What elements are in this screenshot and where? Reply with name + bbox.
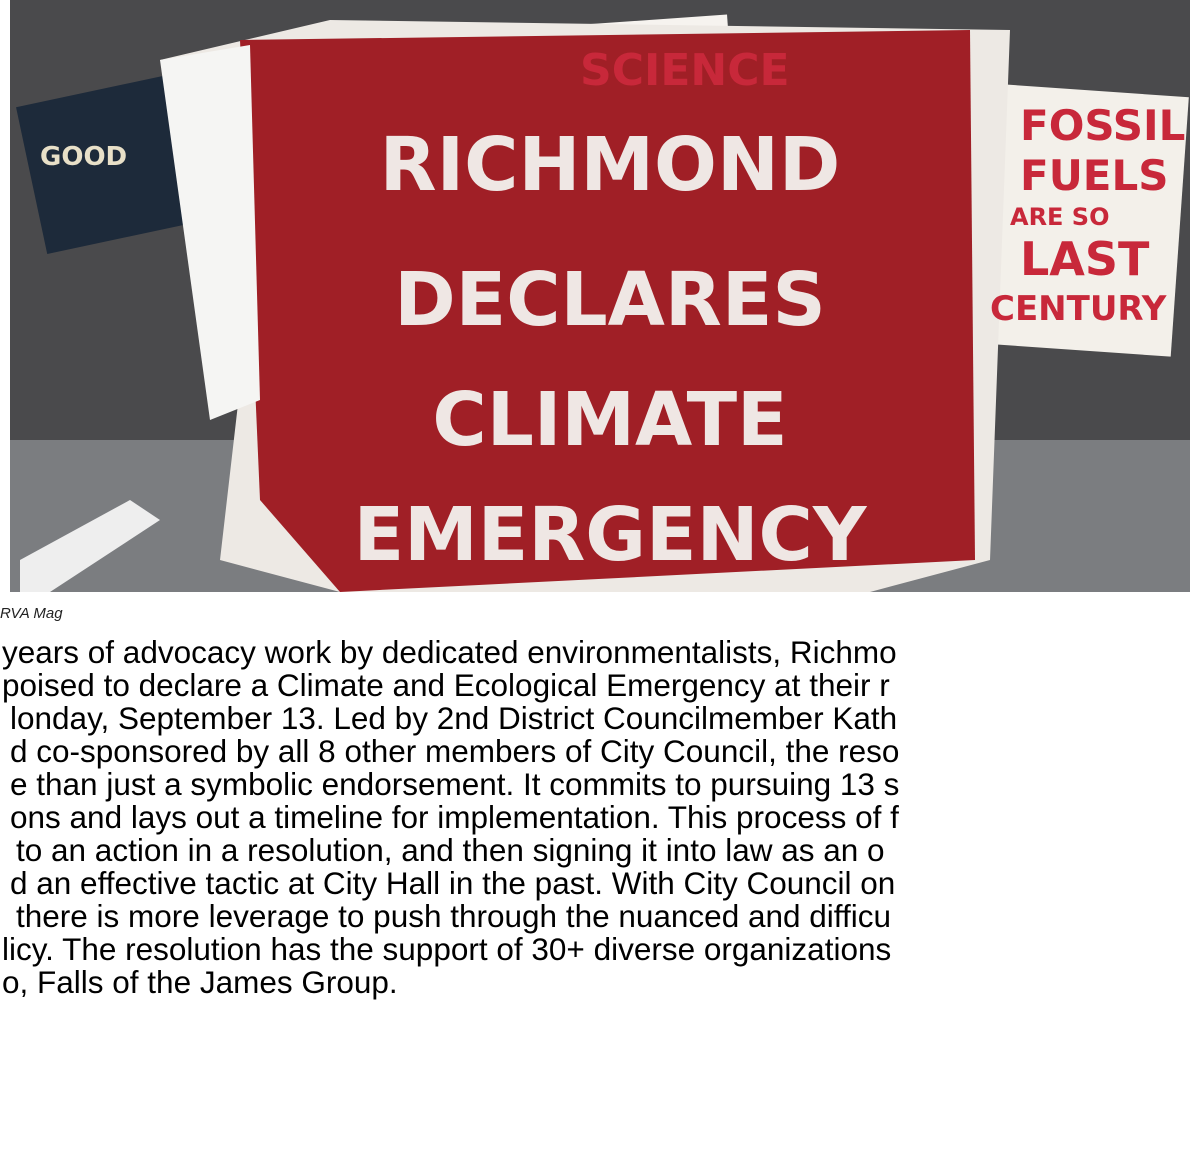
paragraph-line: o, Falls of the James Group. <box>2 966 1190 999</box>
page: RICHMOND DECLARES CLIMATE EMERGENCY SCIENCE… <box>0 0 1190 1162</box>
article-paragraph: years of advocacy work by dedicated envi… <box>2 636 1190 999</box>
paragraph-line: ons and lays out a timeline for implemen… <box>2 801 1190 834</box>
sign-text: FUELS <box>1020 151 1169 200</box>
sign-text: SCIENCE <box>580 45 790 96</box>
paragraph-line: there is more leverage to push through t… <box>2 900 1190 933</box>
paragraph-line: d an effective tactic at City Hall in th… <box>2 867 1190 900</box>
paragraph-line: to an action in a resolution, and then s… <box>2 834 1190 867</box>
paragraph-line: londay, September 13. Led by 2nd Distric… <box>2 702 1190 735</box>
paragraph-line: e than just a symbolic endorsement. It c… <box>2 768 1190 801</box>
banner-text: RICHMOND <box>380 122 841 208</box>
photo: RICHMOND DECLARES CLIMATE EMERGENCY SCIENCE… <box>10 0 1190 592</box>
photo-caption: RVA Mag <box>0 605 63 622</box>
sign-text: GOOD <box>40 142 127 172</box>
paragraph-line: d co-sponsored by all 8 other members of… <box>2 735 1190 768</box>
banner-text: EMERGENCY <box>354 492 868 578</box>
sign-text: LAST <box>1020 232 1150 286</box>
sign-text: ARE SO <box>1010 203 1110 231</box>
banner-text: DECLARES <box>394 257 826 343</box>
sign-text: FOSSIL <box>1020 101 1185 150</box>
paragraph-line: years of advocacy work by dedicated envi… <box>2 636 1190 669</box>
sign-text: CENTURY <box>990 289 1167 329</box>
paragraph-line: poised to declare a Climate and Ecologic… <box>2 669 1190 702</box>
paragraph-line: licy. The resolution has the support of … <box>2 933 1190 966</box>
banner-text: CLIMATE <box>432 377 787 463</box>
